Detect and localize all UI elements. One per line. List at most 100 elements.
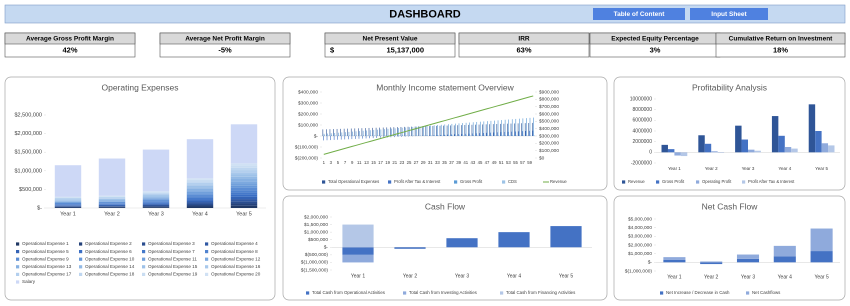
bar — [771, 116, 779, 153]
kpi-currency: $ — [330, 45, 335, 54]
bar — [352, 135, 354, 136]
kpi-label: Cumulative Return on Investment — [729, 36, 833, 43]
button-label[interactable]: Table of Content — [614, 11, 666, 18]
bar — [352, 131, 353, 136]
bar — [327, 135, 329, 136]
bar-segment — [186, 188, 214, 191]
bar — [379, 136, 381, 138]
bar-segment — [230, 165, 258, 168]
bar — [468, 133, 470, 136]
bar-segment — [98, 201, 126, 203]
y-tick-label: $1,000,000 — [304, 229, 328, 235]
bar-segment — [142, 207, 170, 208]
bar-segment — [98, 202, 126, 204]
legend-marker — [79, 250, 83, 254]
button[interactable] — [690, 8, 768, 20]
legend-marker — [142, 257, 146, 261]
bar-segment — [98, 207, 126, 208]
bar — [365, 128, 366, 136]
bar-segment — [98, 205, 126, 207]
legend-label: Operational Expense 20 — [211, 272, 261, 277]
kpi-value: 18% — [773, 45, 788, 54]
bar-segment — [54, 200, 82, 202]
x-tick-label: Year 3 — [741, 274, 755, 280]
bar — [361, 128, 363, 136]
bar — [511, 131, 512, 136]
bar-segment — [142, 196, 170, 198]
bar — [324, 135, 326, 136]
x-tick-label: 9 — [351, 160, 354, 165]
x-tick-label: Year 3 — [455, 273, 469, 279]
bar-segment — [98, 158, 126, 196]
legend-marker — [16, 242, 20, 246]
y-tick-label: $(1,000,000) — [301, 260, 329, 266]
bar — [334, 132, 336, 136]
bar — [479, 133, 480, 136]
x-tick-label: 23 — [399, 160, 404, 165]
kpi: Average Gross Profit Margin 42% — [4, 32, 136, 58]
bar — [329, 129, 331, 136]
bar — [333, 136, 335, 140]
bar-segment — [230, 170, 258, 173]
bar — [533, 135, 535, 136]
bar — [374, 135, 375, 136]
bar-segment — [54, 205, 82, 207]
bar — [500, 123, 501, 136]
bar-segment — [186, 199, 214, 201]
bar — [427, 135, 428, 136]
bar — [342, 135, 343, 136]
bar-segment — [230, 178, 258, 182]
bar — [373, 129, 375, 136]
bar — [323, 133, 325, 136]
bar — [521, 131, 523, 136]
bar — [482, 124, 483, 136]
bar — [347, 128, 349, 136]
button-label[interactable]: Input Sheet — [711, 11, 747, 18]
bar — [494, 120, 495, 136]
bar — [416, 126, 417, 136]
bar — [348, 136, 349, 140]
bar — [366, 130, 367, 136]
x-tick-label: 53 — [506, 160, 511, 165]
kpi-label: Net Present Value — [363, 36, 418, 43]
bar-segment — [142, 192, 170, 193]
x-tick-label: Year 1 — [668, 166, 681, 171]
legend-marker — [142, 242, 146, 246]
bar-segment — [230, 176, 258, 179]
bar — [479, 121, 481, 136]
bar-segment — [700, 262, 723, 265]
bar-segment — [98, 196, 126, 197]
kpi-label-band — [715, 32, 846, 45]
bar — [372, 127, 373, 136]
bar — [351, 136, 353, 140]
bar — [362, 136, 363, 139]
x-tick-label: 39 — [456, 160, 461, 165]
bar — [416, 135, 418, 136]
x-tick-label: 55 — [513, 160, 518, 165]
bar — [487, 135, 489, 136]
bar — [384, 135, 386, 136]
bar-segment — [142, 149, 170, 192]
button[interactable] — [593, 8, 685, 20]
bar — [519, 118, 520, 136]
bar-segment — [142, 202, 170, 203]
bar — [368, 127, 370, 136]
bar — [784, 147, 792, 153]
legend-label: Operational Expense 2 — [85, 241, 132, 246]
bar-segment — [142, 200, 170, 202]
x-tick-label: 31 — [428, 160, 433, 165]
y-tick-label: $- — [37, 205, 42, 211]
bar — [519, 135, 521, 136]
legend-marker — [746, 291, 750, 295]
legend-label: Operational Expense 7 — [148, 249, 195, 254]
legend-marker — [322, 180, 326, 184]
x-tick-label: Year 4 — [778, 166, 791, 171]
x-tick-label: 45 — [478, 160, 483, 165]
y-tick-label: $200,000 — [298, 111, 318, 117]
y-tick-label: $1,000,000 — [628, 251, 652, 257]
legend-marker — [79, 272, 83, 276]
bar — [471, 124, 473, 136]
y-tick-label: $- — [648, 260, 653, 266]
bar-segment — [54, 206, 82, 207]
